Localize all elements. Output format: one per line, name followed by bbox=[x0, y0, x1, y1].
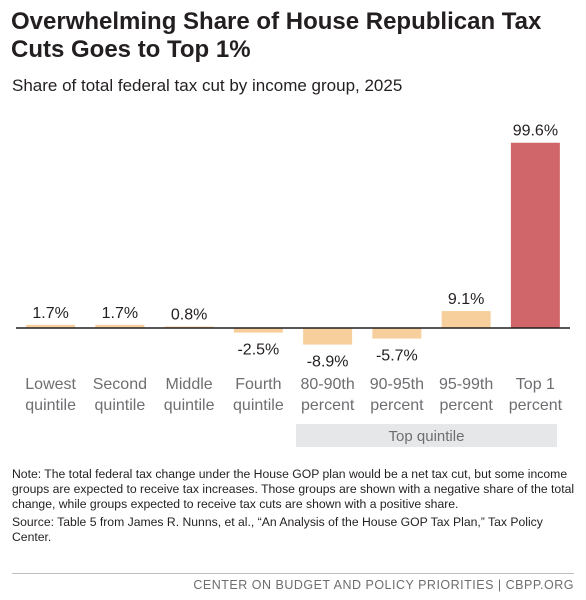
data-label-3: -2.5% bbox=[237, 342, 279, 359]
footer-divider bbox=[12, 573, 574, 574]
bars-layer bbox=[26, 142, 560, 345]
category-label-1-0: Second bbox=[93, 376, 147, 393]
category-label-5-1: percent bbox=[370, 397, 424, 414]
bar-3 bbox=[233, 328, 283, 333]
data-label-7: 99.6% bbox=[513, 123, 558, 140]
group-label: Top quintile bbox=[389, 428, 465, 445]
bar-chart: Top quintile 1.7% Lowest quintile 1.7% Secon… bbox=[16, 123, 570, 447]
note-text: Note: The total federal tax change under… bbox=[12, 467, 575, 511]
category-label-4-0: 80-90th bbox=[300, 376, 354, 393]
category-label-5-0: 90-95th bbox=[370, 376, 424, 393]
category-label-6-0: 95-99th bbox=[439, 376, 493, 393]
data-label-6: 9.1% bbox=[448, 291, 484, 308]
footer-credit: CENTER ON BUDGET AND POLICY PRIORITIES |… bbox=[193, 578, 574, 592]
data-label-0: 1.7% bbox=[32, 305, 68, 322]
data-label-4: -8.9% bbox=[307, 354, 349, 371]
category-label-2-0: Middle bbox=[166, 376, 213, 393]
source-text: Source: Table 5 from James R. Nunns, et … bbox=[12, 515, 543, 544]
chart-note: Note: The total federal tax change under… bbox=[12, 467, 577, 545]
data-label-2: 0.8% bbox=[171, 307, 207, 324]
chart-subtitle: Share of total federal tax cut by income… bbox=[12, 76, 403, 95]
category-label-0-0: Lowest bbox=[25, 376, 76, 393]
category-label-1-1: quintile bbox=[95, 397, 146, 414]
category-label-2-1: quintile bbox=[164, 397, 215, 414]
bar-4 bbox=[303, 328, 353, 345]
data-label-5: -5.7% bbox=[376, 348, 418, 365]
labels-layer: 1.7% Lowest quintile 1.7% Second quintile 0.8%… bbox=[25, 123, 562, 414]
chart-title: Overwhelming Share of House Republican T… bbox=[11, 8, 542, 63]
bar-6 bbox=[441, 311, 491, 328]
category-label-3-0: Fourth bbox=[235, 376, 281, 393]
group-band bbox=[296, 424, 557, 447]
data-label-1: 1.7% bbox=[102, 305, 138, 322]
bar-7 bbox=[510, 142, 560, 328]
category-label-7-1: percent bbox=[509, 397, 563, 414]
category-label-6-1: percent bbox=[439, 397, 493, 414]
group-band-layer: Top quintile bbox=[296, 424, 557, 447]
category-label-3-1: quintile bbox=[233, 397, 284, 414]
bar-0 bbox=[26, 324, 76, 328]
category-label-0-1: quintile bbox=[25, 397, 76, 414]
bar-5 bbox=[372, 328, 422, 339]
category-label-7-0: Top 1 bbox=[516, 376, 555, 393]
bar-1 bbox=[95, 324, 145, 328]
category-label-4-1: percent bbox=[301, 397, 355, 414]
